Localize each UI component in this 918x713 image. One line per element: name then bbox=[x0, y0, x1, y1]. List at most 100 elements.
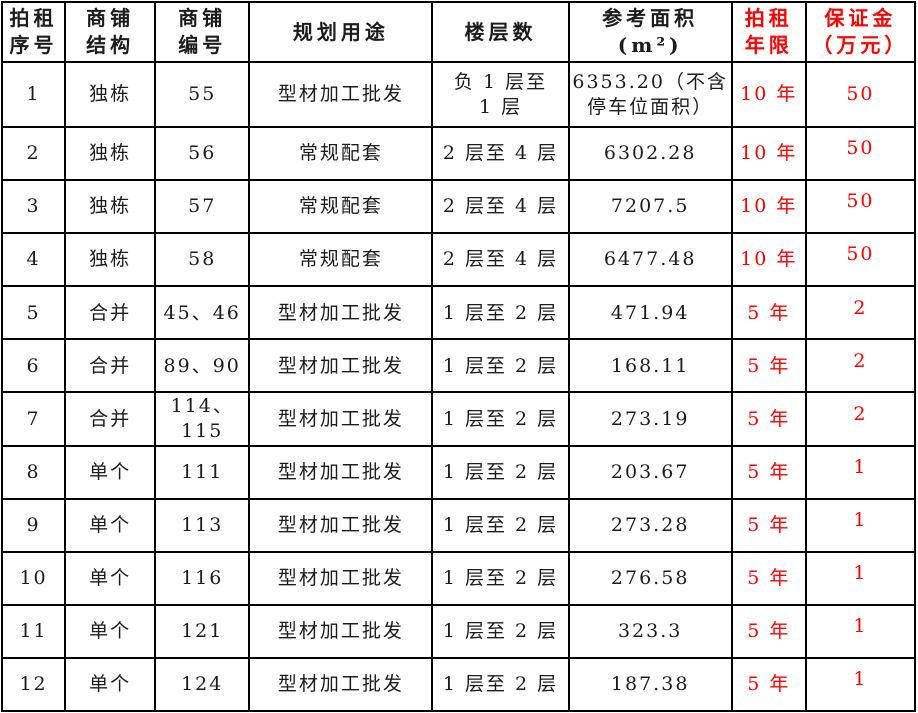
cell-usage: 型材加工批发 bbox=[248, 338, 434, 394]
cell-structure: 独栋 bbox=[64, 60, 157, 129]
cell-structure: 单个 bbox=[64, 656, 157, 713]
cell-usage: 型材加工批发 bbox=[248, 550, 434, 606]
col-header-usage: 规划用途 bbox=[248, 1, 434, 63]
cell-term: 5 年 bbox=[730, 656, 807, 713]
cell-structure-content: 合并 bbox=[89, 301, 132, 324]
cell-deposit-content: 1 bbox=[853, 614, 868, 637]
cell-area: 187.38 bbox=[567, 656, 733, 713]
cell-term-content: 10 年 bbox=[740, 195, 798, 218]
cell-usage: 型材加工批发 bbox=[248, 444, 434, 500]
table-row-11: 11 单个 121 型材加工批发 1 层至 2 层 323.3 5 年 1 bbox=[0, 603, 917, 659]
cell-usage-content: 型材加工批发 bbox=[277, 460, 404, 483]
col-header-usage-line: 规划用途 bbox=[292, 19, 389, 44]
cell-area-content: 203.67 bbox=[610, 460, 690, 483]
cell-term-content: 5 年 bbox=[747, 619, 791, 642]
cell-term-content: 10 年 bbox=[740, 142, 798, 165]
cell-seq: 6 bbox=[0, 338, 67, 394]
cell-usage-content: 型材加工批发 bbox=[277, 619, 404, 642]
cell-shop-no: 121 bbox=[154, 603, 251, 659]
col-header-area: 参考面积 (m²) bbox=[567, 1, 733, 63]
table-row-8: 8 单个 111 型材加工批发 1 层至 2 层 203.67 5 年 1 bbox=[0, 444, 917, 500]
cell-structure-content: 单个 bbox=[89, 619, 132, 642]
cell-seq: 5 bbox=[0, 285, 67, 341]
cell-deposit: 1 bbox=[804, 656, 917, 713]
cell-deposit: 1 bbox=[804, 603, 917, 659]
cell-deposit-content: 50 bbox=[846, 137, 875, 160]
table-row-5: 5 合并 45、46 型材加工批发 1 层至 2 层 471.94 5 年 2 bbox=[0, 285, 917, 341]
cell-seq: 1 bbox=[0, 60, 67, 129]
cell-floors: 1 层至 2 层 bbox=[431, 656, 570, 713]
cell-shop-no: 111 bbox=[154, 444, 251, 500]
table-row-12: 12 单个 124 型材加工批发 1 层至 2 层 187.38 5 年 1 bbox=[0, 656, 917, 713]
cell-seq: 4 bbox=[0, 232, 67, 288]
cell-area: 6353.20（不含 停车位面积） bbox=[567, 60, 733, 129]
cell-deposit-content: 2 bbox=[853, 296, 868, 319]
col-header-shop-no: 商铺 编号 bbox=[154, 1, 251, 63]
cell-seq: 11 bbox=[0, 603, 67, 659]
cell-area-content: 273.19 bbox=[610, 407, 690, 430]
cell-seq-content: 8 bbox=[26, 460, 41, 483]
cell-term: 10 年 bbox=[730, 60, 807, 129]
cell-floors: 2 层至 4 层 bbox=[431, 232, 570, 288]
table-row-1: 1 独栋 55 型材加工批发 负 1 层至 1 层 6353.20（不含 停车位面积） 10 年… bbox=[0, 60, 917, 129]
table-body: 1 独栋 55 型材加工批发 负 1 层至 1 层 6353.20（不含 停车位面积） 10 年… bbox=[0, 60, 917, 713]
cell-usage-content: 常规配套 bbox=[298, 142, 383, 165]
cell-structure-content: 合并 bbox=[89, 407, 132, 430]
cell-term: 5 年 bbox=[730, 550, 807, 606]
cell-shop-no-content: 111 bbox=[181, 460, 224, 483]
cell-usage: 型材加工批发 bbox=[248, 60, 434, 129]
cell-area-content: 273.28 bbox=[610, 513, 690, 536]
cell-deposit-content: 1 bbox=[853, 561, 868, 584]
cell-term: 5 年 bbox=[730, 444, 807, 500]
cell-seq: 10 bbox=[0, 550, 67, 606]
cell-floors: 负 1 层至 1 层 bbox=[431, 60, 570, 129]
cell-structure-content: 独栋 bbox=[89, 142, 132, 165]
cell-structure-content: 独栋 bbox=[89, 83, 132, 106]
cell-term-content: 5 年 bbox=[747, 513, 791, 536]
col-header-shop-no-line: 商铺 bbox=[178, 6, 227, 30]
cell-seq-content: 1 bbox=[26, 83, 41, 106]
cell-usage: 型材加工批发 bbox=[248, 656, 434, 713]
cell-term: 5 年 bbox=[730, 338, 807, 394]
cell-area: 203.67 bbox=[567, 444, 733, 500]
cell-structure-content: 合并 bbox=[89, 354, 132, 377]
col-header-floors-line: 楼层数 bbox=[464, 19, 537, 44]
cell-area-content: 6477.48 bbox=[603, 248, 697, 271]
cell-floors: 1 层至 2 层 bbox=[431, 444, 570, 500]
cell-term: 5 年 bbox=[730, 497, 807, 553]
cell-structure-content: 单个 bbox=[89, 566, 132, 589]
cell-area: 168.11 bbox=[567, 338, 733, 394]
cell-floors-content: 1 层至 2 层 bbox=[442, 354, 559, 377]
cell-area: 7207.5 bbox=[567, 179, 733, 235]
cell-area: 276.58 bbox=[567, 550, 733, 606]
col-header-seq-line: 拍租 bbox=[9, 6, 58, 30]
cell-area: 471.94 bbox=[567, 285, 733, 341]
cell-deposit: 50 bbox=[804, 232, 917, 288]
cell-structure: 单个 bbox=[64, 444, 157, 500]
cell-seq-content: 6 bbox=[26, 354, 41, 377]
cell-seq-content: 11 bbox=[19, 619, 48, 642]
cell-deposit-content: 50 bbox=[846, 190, 875, 213]
cell-area-content: 168.11 bbox=[610, 354, 690, 377]
cell-deposit: 1 bbox=[804, 444, 917, 500]
cell-shop-no-content: 55 bbox=[188, 83, 217, 106]
cell-term-content: 5 年 bbox=[747, 566, 791, 589]
col-header-structure-line: 结构 bbox=[86, 33, 135, 57]
cell-area: 273.28 bbox=[567, 497, 733, 553]
cell-shop-no: 113 bbox=[154, 497, 251, 553]
cell-floors-content: 1 层至 2 层 bbox=[442, 566, 559, 589]
cell-term-content: 10 年 bbox=[740, 83, 798, 106]
cell-usage-content: 常规配套 bbox=[298, 248, 383, 271]
cell-structure: 合并 bbox=[64, 285, 157, 341]
cell-shop-no-content: 116 bbox=[181, 566, 224, 589]
cell-deposit-content: 2 bbox=[853, 349, 868, 372]
cell-term: 10 年 bbox=[730, 232, 807, 288]
cell-floors-content: 负 1 层至 1 层 bbox=[453, 70, 548, 118]
cell-structure: 合并 bbox=[64, 391, 157, 447]
cell-seq-content: 7 bbox=[26, 407, 41, 430]
cell-shop-no: 57 bbox=[154, 179, 251, 235]
cell-seq: 2 bbox=[0, 126, 67, 182]
cell-floors: 1 层至 2 层 bbox=[431, 285, 570, 341]
cell-floors: 1 层至 2 层 bbox=[431, 550, 570, 606]
cell-floors-content: 2 层至 4 层 bbox=[442, 195, 559, 218]
